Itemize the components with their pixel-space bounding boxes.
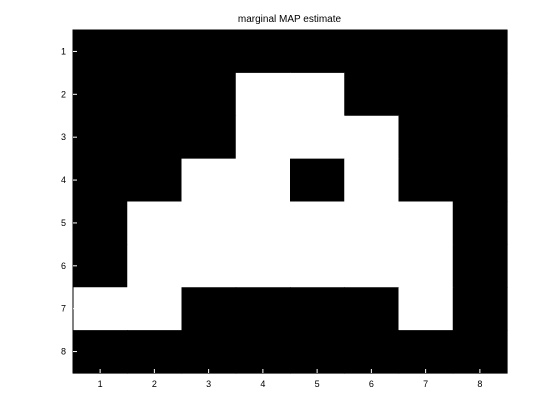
y-tick-label: 1 bbox=[61, 46, 66, 56]
heatmap-cell-r3-c2 bbox=[127, 115, 183, 160]
y-tick-labels: 1 2 3 4 5 6 7 8 bbox=[61, 46, 66, 356]
y-tick-label: 4 bbox=[61, 175, 66, 185]
heatmap-cell-r7-c2 bbox=[127, 287, 183, 331]
heatmap-cell-r5-c2 bbox=[127, 201, 183, 245]
heatmap-cell-r2-c8 bbox=[452, 72, 508, 117]
x-tick-label: 6 bbox=[369, 379, 374, 389]
heatmap-cell-r1-c6 bbox=[344, 30, 400, 74]
heatmap-cell-r4-c3 bbox=[181, 158, 237, 203]
axis-ticks bbox=[73, 50, 481, 373]
heatmap-cell-r7-c6 bbox=[344, 287, 400, 331]
heatmap-cell-r4-c1 bbox=[73, 158, 128, 203]
heatmap-cell-r6-c6 bbox=[344, 244, 400, 288]
heatmap-cell-r4-c6 bbox=[344, 158, 400, 203]
x-tick-label: 8 bbox=[477, 379, 482, 389]
x-tick-labels: 1 2 3 4 5 6 7 8 bbox=[98, 379, 483, 389]
heatmap-cell-r1-c4 bbox=[235, 30, 291, 74]
heatmap-cell-r1-c3 bbox=[181, 30, 237, 74]
heatmap-cell-r5-c3 bbox=[181, 201, 237, 245]
heatmap-cell-r7-c8 bbox=[452, 287, 508, 331]
heatmap-cell-r6-c8 bbox=[452, 244, 508, 288]
heatmap-cell-r3-c5 bbox=[290, 115, 345, 160]
y-tick-label: 6 bbox=[61, 261, 66, 271]
heatmap-cell-r8-c6 bbox=[344, 330, 400, 374]
heatmap-cell-r7-c7 bbox=[398, 287, 454, 331]
heatmap-cell-r2-c4 bbox=[235, 72, 291, 117]
heatmap-cell-r8-c5 bbox=[290, 330, 345, 374]
heatmap-cell-r7-c5 bbox=[290, 287, 345, 331]
x-tick-label: 5 bbox=[315, 379, 320, 389]
heatmap-cell-r7-c4 bbox=[235, 287, 291, 331]
heatmap-cell-r8-c1 bbox=[73, 330, 128, 374]
heatmap-cell-r2-c2 bbox=[127, 72, 183, 117]
heatmap-cell-r5-c8 bbox=[452, 201, 508, 245]
heatmap-cell-r1-c1 bbox=[73, 30, 128, 74]
heatmap-cells bbox=[73, 30, 508, 374]
heatmap-cell-r4-c5 bbox=[290, 158, 345, 203]
heatmap-cell-r6-c2 bbox=[127, 244, 183, 288]
heatmap-cell-r4-c4 bbox=[235, 158, 291, 203]
heatmap-cell-r8-c7 bbox=[398, 330, 454, 374]
heatmap-cell-r4-c8 bbox=[452, 158, 508, 203]
heatmap-cell-r8-c2 bbox=[127, 330, 183, 374]
heatmap-cell-r8-c4 bbox=[235, 330, 291, 374]
heatmap-cell-r2-c6 bbox=[344, 72, 400, 117]
heatmap-cell-r8-c3 bbox=[181, 330, 237, 374]
heatmap-cell-r3-c6 bbox=[344, 115, 400, 160]
heatmap-cell-r6-c7 bbox=[398, 244, 454, 288]
heatmap-cell-r2-c7 bbox=[398, 72, 454, 117]
heatmap-cell-r6-c1 bbox=[73, 244, 128, 288]
heatmap-cell-r1-c8 bbox=[452, 30, 508, 74]
chart-title: marginal MAP estimate bbox=[238, 14, 342, 25]
x-tick-label: 7 bbox=[423, 379, 428, 389]
heatmap-cell-r6-c5 bbox=[290, 244, 345, 288]
x-tick-label: 3 bbox=[206, 379, 211, 389]
heatmap-cell-r6-c3 bbox=[181, 244, 237, 288]
y-tick-label: 7 bbox=[61, 304, 66, 314]
x-tick-label: 2 bbox=[152, 379, 157, 389]
heatmap-cell-r3-c8 bbox=[452, 115, 508, 160]
y-tick-label: 5 bbox=[61, 218, 66, 228]
heatmap-cell-r2-c5 bbox=[290, 72, 345, 117]
heatmap-cell-r7-c3 bbox=[181, 287, 237, 331]
heatmap-cell-r4-c2 bbox=[127, 158, 183, 203]
y-tick-label: 3 bbox=[61, 132, 66, 142]
heatmap-cell-r5-c7 bbox=[398, 201, 454, 245]
x-tick-label: 1 bbox=[98, 379, 103, 389]
heatmap-cell-r1-c7 bbox=[398, 30, 454, 74]
axes-frame bbox=[72, 29, 508, 374]
heatmap-cell-r5-c4 bbox=[235, 201, 291, 245]
heatmap-cell-r6-c4 bbox=[235, 244, 291, 288]
heatmap-cell-r5-c6 bbox=[344, 201, 400, 245]
heatmap-cell-r4-c7 bbox=[398, 158, 454, 203]
heatmap-cell-r1-c2 bbox=[127, 30, 183, 74]
x-tick-label: 4 bbox=[260, 379, 265, 389]
heatmap-cell-r3-c7 bbox=[398, 115, 454, 160]
heatmap-cell-r2-c1 bbox=[73, 72, 128, 117]
heatmap-cell-r3-c4 bbox=[235, 115, 291, 160]
y-tick-label: 8 bbox=[61, 347, 66, 357]
heatmap-cell-r1-c5 bbox=[290, 30, 345, 74]
heatmap-cell-r5-c5 bbox=[290, 201, 345, 245]
heatmap-cell-r2-c3 bbox=[181, 72, 237, 117]
heatmap-cell-r3-c3 bbox=[181, 115, 237, 160]
heatmap-cell-r5-c1 bbox=[73, 201, 128, 245]
y-tick-label: 2 bbox=[61, 89, 66, 99]
heatmap-cell-r3-c1 bbox=[73, 115, 128, 160]
heatmap-cell-r7-c1 bbox=[73, 287, 128, 331]
heatmap-cell-r8-c8 bbox=[452, 330, 508, 374]
